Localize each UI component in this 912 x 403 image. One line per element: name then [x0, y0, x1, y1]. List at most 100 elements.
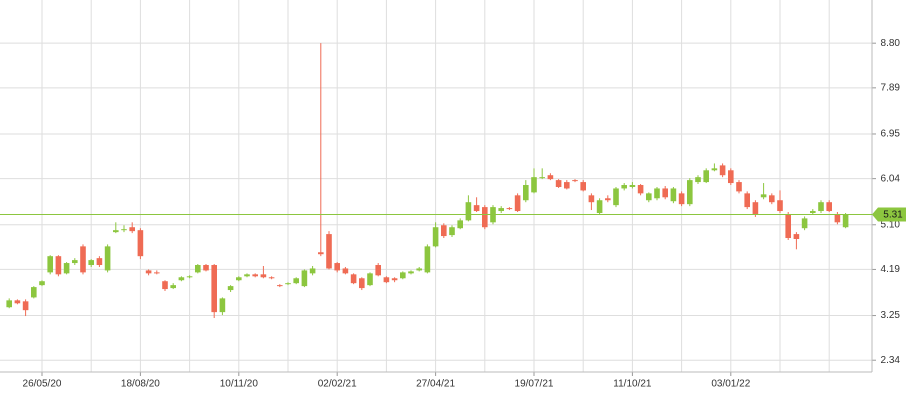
candle-body [301, 270, 308, 287]
candle-body [777, 200, 783, 212]
candle-body [473, 205, 480, 212]
candle-body [678, 193, 685, 205]
x-tick-label: 18/08/20 [121, 379, 160, 390]
candle-body [63, 263, 70, 274]
candle-body [801, 218, 808, 229]
candle-body [564, 182, 570, 189]
x-tick-label: 27/04/21 [416, 379, 455, 390]
candle-body [588, 195, 595, 203]
candle-body [367, 273, 373, 286]
candle-body [252, 274, 258, 277]
candle-body [695, 177, 701, 183]
candle-body [277, 285, 283, 287]
candle-body [137, 230, 144, 257]
candle-body [22, 301, 29, 311]
candle-body [236, 277, 242, 281]
candle-body [129, 227, 135, 232]
y-tick-label: 2.34 [881, 355, 901, 366]
candle-body [555, 180, 562, 187]
candle-body [14, 300, 21, 304]
y-tick-label: 5.10 [881, 219, 901, 230]
candle-body [145, 270, 152, 274]
candle-body [96, 258, 103, 266]
candle-body [211, 265, 217, 313]
candle-body [629, 185, 636, 187]
candle-body [219, 298, 226, 313]
y-tick-label: 6.04 [881, 173, 901, 184]
candle-body [441, 225, 447, 237]
candle-body [424, 246, 431, 273]
candle-body [482, 207, 488, 228]
candle-body [408, 271, 414, 274]
candle-body [391, 278, 398, 281]
candle-body [539, 177, 545, 179]
candle-body [818, 202, 824, 212]
candle-body [646, 193, 652, 201]
candle-body [744, 193, 750, 208]
candle-body [72, 260, 78, 264]
candle-body [449, 227, 455, 236]
candle-body [186, 276, 193, 278]
candle-body [400, 272, 406, 279]
candle-body [760, 194, 767, 198]
candle-body [162, 281, 168, 290]
candle-body [506, 208, 513, 210]
y-tick-label: 8.80 [881, 38, 901, 49]
candle-body [465, 202, 472, 221]
candle-body [572, 180, 578, 182]
candle-body [703, 170, 709, 183]
candle-body [842, 214, 849, 228]
candle-body [244, 274, 250, 277]
candle-body [6, 300, 12, 308]
candle-body [769, 195, 775, 203]
candle-body [375, 265, 381, 276]
candle-body [326, 234, 332, 269]
candle-body [432, 227, 439, 247]
candle-body [55, 256, 62, 275]
x-tick-label: 10/11/20 [220, 379, 259, 390]
y-tick-label: 7.89 [881, 82, 901, 93]
candle-body [178, 277, 185, 281]
candle-body [318, 252, 324, 255]
candle-body [580, 182, 586, 191]
candle-body [605, 198, 611, 201]
candle-body [514, 195, 521, 212]
x-tick-label: 03/01/22 [711, 379, 750, 390]
candle-body [785, 213, 791, 239]
candle-body [227, 286, 234, 291]
candle-body [113, 230, 119, 233]
candle-body [826, 202, 832, 212]
candle-body [154, 272, 160, 274]
candle-body [260, 274, 267, 278]
candle-body [728, 170, 734, 184]
candle-body [810, 211, 816, 213]
candle-body [268, 277, 275, 279]
candle-body [39, 281, 45, 286]
candle-body [596, 200, 603, 213]
last-price-marker [872, 207, 906, 222]
candle-body [104, 246, 111, 271]
candle-body [719, 165, 726, 176]
candle-body [687, 180, 693, 205]
candle-body [637, 185, 644, 194]
candle-body [711, 168, 718, 171]
candle-body [309, 268, 316, 274]
x-tick-label: 19/07/21 [515, 379, 554, 390]
candle-body [547, 175, 554, 180]
y-tick-label: 4.19 [881, 264, 901, 275]
last-price-label: 5.31 [883, 210, 903, 221]
candle-body [793, 234, 800, 240]
candle-body [662, 188, 668, 198]
candle-body [80, 246, 86, 273]
candle-body [621, 185, 627, 189]
candle-body [523, 185, 529, 201]
y-tick-label: 6.95 [881, 129, 901, 140]
candle-body [736, 182, 742, 192]
candle-body [752, 202, 759, 214]
x-tick-label: 11/10/21 [613, 379, 652, 390]
candle-body [498, 208, 504, 212]
candle-body [670, 188, 677, 202]
candle-body [359, 278, 365, 289]
candle-body [203, 265, 209, 271]
